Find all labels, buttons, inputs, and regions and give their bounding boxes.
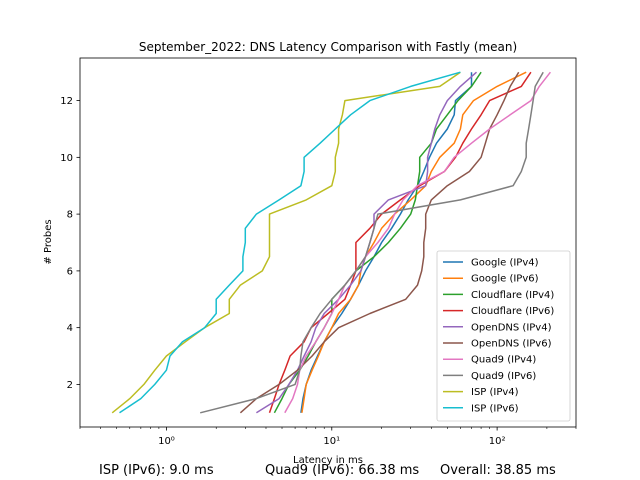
legend-label: ISP (IPv6) xyxy=(471,403,519,414)
series-line-1 xyxy=(301,71,527,413)
legend-label: Cloudflare (IPv4) xyxy=(471,290,554,301)
footer-quad9-mean: Quad9 (IPv6): 66.38 ms xyxy=(265,463,420,478)
footer-isp-mean: ISP (IPv6): 9.0 ms xyxy=(99,463,214,478)
legend-box xyxy=(436,250,571,422)
plot-frame xyxy=(79,57,577,428)
y-tick-label: 4 xyxy=(67,323,73,334)
chart-title: September_2022: DNS Latency Comparison w… xyxy=(139,40,517,54)
legend-label: Quad9 (IPv6) xyxy=(471,371,536,382)
y-tick-label: 10 xyxy=(60,153,73,164)
series-line-0 xyxy=(300,72,473,413)
y-tick-label: 8 xyxy=(67,210,73,221)
legend-label: Cloudflare (IPv6) xyxy=(471,306,554,317)
series-line-2 xyxy=(273,71,482,414)
y-axis-label: # Probes xyxy=(43,219,54,264)
legend-label: ISP (IPv4) xyxy=(471,387,519,398)
legend-label: Quad9 (IPv4) xyxy=(471,355,536,366)
y-tick-label: 6 xyxy=(67,266,73,277)
y-tick-label: 12 xyxy=(60,96,73,107)
series-layer xyxy=(111,71,551,414)
footer-overall-mean: Overall: 38.85 ms xyxy=(440,463,556,478)
y-tick-label: 2 xyxy=(67,380,73,391)
legend-label: OpenDNS (IPv4) xyxy=(471,322,552,333)
y-axis: 2 4 6 8 10 12 xyxy=(60,96,80,391)
series-line-7 xyxy=(200,71,544,414)
series-line-3 xyxy=(268,71,532,414)
x-tick-label: 10¹ xyxy=(323,436,340,447)
legend-label: Google (IPv6) xyxy=(471,274,539,285)
series-line-6 xyxy=(284,71,551,414)
series-line-8 xyxy=(111,71,461,414)
legend: Google (IPv4) Google (IPv6) Cloudflare (IP… xyxy=(436,250,571,422)
x-axis: 10⁰ 10¹ 10² xyxy=(79,427,577,447)
legend-label: Google (IPv4) xyxy=(471,258,539,269)
series-line-9 xyxy=(119,71,461,414)
x-tick-label: 10⁰ xyxy=(158,436,175,447)
x-axis-label: Latency in ms xyxy=(293,455,363,466)
x-tick-label: 10² xyxy=(489,436,506,447)
legend-label: OpenDNS (IPv6) xyxy=(471,339,552,350)
